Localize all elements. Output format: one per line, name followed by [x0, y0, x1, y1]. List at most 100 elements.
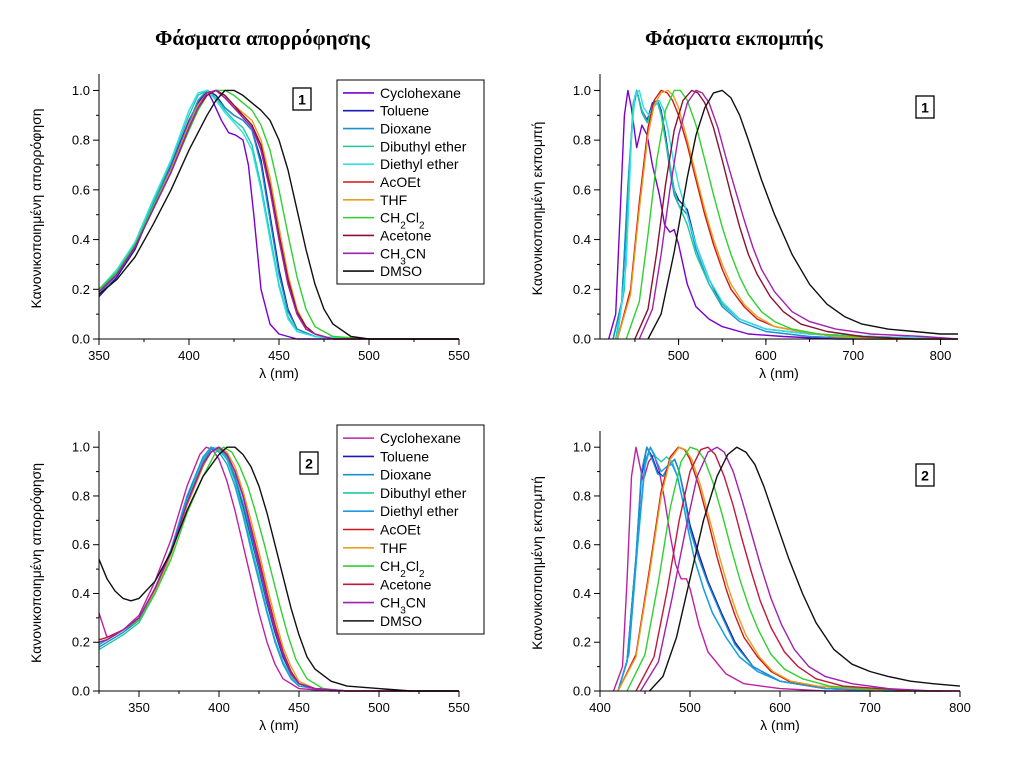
series-line-diethyl-ether — [617, 446, 942, 692]
y-axis-label: Κανονικοποιημένη εκπομπή — [529, 122, 545, 296]
series-line-dmso — [647, 89, 958, 340]
y-tick-label: 0.4 — [72, 586, 90, 601]
legend-entry: THF — [380, 540, 407, 556]
y-tick-label: 1.0 — [573, 440, 591, 455]
series-line-acoet — [616, 89, 958, 340]
x-tick-label: 600 — [769, 700, 791, 715]
series-line-dibuthyl-ether — [617, 446, 942, 692]
y-axis-label: Κανονικοποιημένη απορρόφηση — [28, 463, 44, 663]
x-tick-label: 700 — [859, 700, 881, 715]
legend-entry: THF — [380, 192, 407, 208]
legend-entry: Dioxane — [380, 121, 432, 137]
x-tick-label: 450 — [288, 700, 310, 715]
series-line-toluene — [612, 89, 959, 340]
series-line-thf — [98, 446, 459, 692]
emission-title: Φάσματα εκπομπής — [645, 26, 823, 50]
x-tick-label: 400 — [208, 700, 230, 715]
series-line-ch2cl2 — [626, 446, 951, 692]
legend-entry: Dibuthyl ether — [380, 485, 467, 501]
x-tick-label: 600 — [755, 348, 777, 363]
panel-label-box — [915, 95, 935, 119]
x-tick-label: 500 — [358, 348, 380, 363]
legend-entry: Toluene — [380, 103, 429, 119]
panel-2: 500 600 700 800 0.0 0.2 0.4 0.6 0.8 1.0 λ (nm) Κανο… — [529, 74, 959, 381]
y-tick-label: 0.4 — [573, 232, 591, 247]
series-line-ch3cn — [98, 89, 459, 340]
y-tick-label: 1.0 — [72, 83, 90, 98]
series-line-cyclohexane — [612, 446, 942, 692]
legend-entry: DMSO — [380, 263, 422, 279]
y-tick-label: 0.2 — [72, 635, 90, 650]
x-axis-label: λ (nm) — [259, 717, 299, 733]
series-line-toluene — [617, 446, 942, 692]
panel-label-box — [299, 451, 319, 475]
y-axis-label: Κανονικοποιημένη απορρόφηση — [28, 108, 44, 308]
series-line-diethyl-ether — [616, 89, 959, 340]
y-tick-label: 0.2 — [72, 282, 90, 297]
series-line-thf — [616, 89, 958, 340]
y-tick-label: 0.8 — [573, 133, 591, 148]
y-tick-label: 0.4 — [573, 586, 591, 601]
series-line-acoet — [617, 446, 942, 692]
panel-label-box — [292, 87, 312, 111]
legend-entry: AcOEt — [380, 522, 421, 538]
series-line-dioxane — [98, 89, 459, 340]
y-tick-label: 0.6 — [573, 182, 591, 197]
y-tick-label: 0.2 — [573, 635, 591, 650]
series-line-dioxane — [617, 446, 942, 692]
legend-entry: Diethyl ether — [380, 156, 459, 172]
y-tick-label: 0.4 — [72, 232, 90, 247]
legend-entry: AcOEt — [380, 174, 421, 190]
series-line-dmso — [98, 89, 459, 340]
series-line-cyclohexane — [608, 89, 958, 340]
absorption-title: Φάσματα απορρόφησης — [155, 26, 370, 50]
x-tick-label: 800 — [930, 348, 952, 363]
panel-3: 350 400 450 500 550 0.0 0.2 0.4 0.6 0.8 1.0 λ (nm) Κ… — [28, 431, 470, 733]
y-tick-label: 0.8 — [72, 488, 90, 503]
legend-entry: Dioxane — [380, 467, 432, 483]
legend-entry: CH2Cl2 — [380, 210, 425, 232]
legend-entry: CH3CN — [380, 245, 426, 267]
y-tick-label: 0.0 — [72, 332, 90, 347]
panel-1: 350 400 450 500 550 0.0 0.2 0.4 0.6 0.8 1.0 λ (nm) Κ… — [28, 74, 470, 381]
legend-entry: Cyclohexane — [380, 85, 461, 101]
x-axis-label: λ (nm) — [259, 365, 299, 381]
panel-label: 2 — [921, 468, 929, 484]
legend-entry: Acetone — [380, 576, 432, 592]
legend-entry: Dibuthyl ether — [380, 138, 467, 154]
x-tick-label: 500 — [679, 700, 701, 715]
series-line-ch3cn — [638, 89, 959, 340]
panel-4: 400 500 600 700 800 0.0 0.2 0.4 0.6 0.8 1.0 λ (nm) Κ… — [529, 431, 971, 733]
series-line-diethyl-ether — [98, 89, 459, 340]
legend-entry: Cyclohexane — [380, 430, 461, 446]
x-tick-label: 700 — [842, 348, 864, 363]
legend-entry: DMSO — [380, 613, 422, 629]
y-tick-label: 0.6 — [573, 537, 591, 552]
x-tick-label: 350 — [88, 348, 110, 363]
x-tick-label: 550 — [448, 700, 470, 715]
x-tick-label: 400 — [589, 700, 611, 715]
series-line-dmso — [98, 446, 459, 692]
series-line-ch3cn — [639, 446, 960, 692]
y-tick-label: 0.0 — [72, 684, 90, 699]
legend-bottom: Cyclohexane Toluene Dioxane Dibuthyl ether D… — [336, 424, 485, 635]
x-tick-label: 400 — [178, 348, 200, 363]
x-tick-label: 500 — [368, 700, 390, 715]
x-tick-label: 450 — [268, 348, 290, 363]
y-tick-label: 0.0 — [573, 332, 591, 347]
legend-entry: CH2Cl2 — [380, 558, 425, 580]
series-line-cyclohexane — [98, 446, 459, 692]
y-tick-label: 0.0 — [573, 684, 591, 699]
series-line-acetone — [634, 89, 958, 340]
series-line-ch2cl2 — [625, 89, 958, 340]
series-line-dmso — [648, 446, 961, 692]
y-tick-label: 0.8 — [72, 133, 90, 148]
x-tick-label: 550 — [448, 348, 470, 363]
legend-entry: Acetone — [380, 227, 432, 243]
y-tick-label: 1.0 — [72, 440, 90, 455]
panel-label: 1 — [298, 92, 306, 108]
legend-entry: CH3CN — [380, 595, 426, 617]
panel-label: 2 — [305, 456, 313, 472]
y-tick-label: 0.6 — [72, 537, 90, 552]
